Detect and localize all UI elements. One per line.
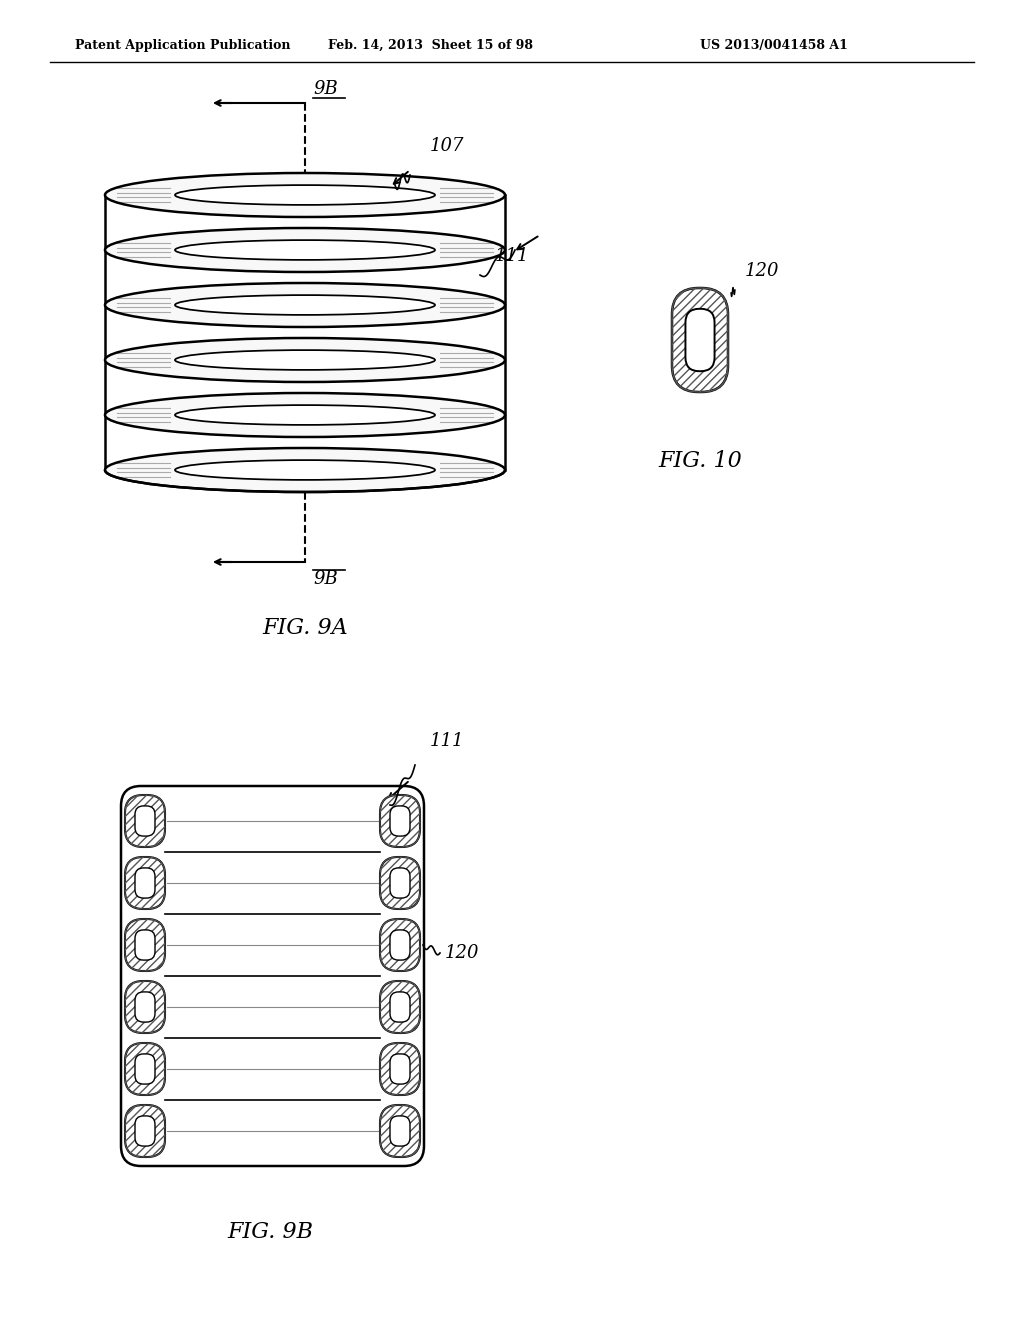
FancyBboxPatch shape xyxy=(121,785,424,1166)
FancyBboxPatch shape xyxy=(125,919,165,972)
Text: 107: 107 xyxy=(430,137,465,154)
FancyBboxPatch shape xyxy=(135,807,155,836)
FancyBboxPatch shape xyxy=(125,857,165,909)
FancyBboxPatch shape xyxy=(380,795,420,847)
Ellipse shape xyxy=(175,185,435,205)
FancyBboxPatch shape xyxy=(380,981,420,1034)
Text: FIG. 10: FIG. 10 xyxy=(658,450,741,473)
Text: FIG. 9A: FIG. 9A xyxy=(262,616,348,639)
FancyBboxPatch shape xyxy=(390,807,410,836)
Ellipse shape xyxy=(105,338,505,381)
Ellipse shape xyxy=(175,296,435,315)
Text: 120: 120 xyxy=(745,261,779,280)
Text: US 2013/0041458 A1: US 2013/0041458 A1 xyxy=(700,38,848,51)
Text: 9B: 9B xyxy=(313,81,338,98)
FancyBboxPatch shape xyxy=(125,795,165,847)
FancyBboxPatch shape xyxy=(135,991,155,1022)
FancyBboxPatch shape xyxy=(125,1043,165,1096)
Ellipse shape xyxy=(105,173,505,216)
FancyBboxPatch shape xyxy=(685,309,715,371)
FancyBboxPatch shape xyxy=(135,1115,155,1146)
Text: 111: 111 xyxy=(430,733,465,750)
FancyBboxPatch shape xyxy=(380,1105,420,1158)
Ellipse shape xyxy=(175,461,435,480)
Text: 120: 120 xyxy=(445,944,479,962)
Ellipse shape xyxy=(175,240,435,260)
Ellipse shape xyxy=(175,405,435,425)
FancyBboxPatch shape xyxy=(135,1053,155,1084)
Ellipse shape xyxy=(105,447,505,492)
FancyBboxPatch shape xyxy=(380,857,420,909)
Ellipse shape xyxy=(175,350,435,370)
FancyBboxPatch shape xyxy=(390,929,410,960)
FancyBboxPatch shape xyxy=(135,869,155,898)
FancyBboxPatch shape xyxy=(672,288,728,392)
FancyBboxPatch shape xyxy=(380,1043,420,1096)
Text: 9B: 9B xyxy=(313,570,338,587)
Text: 111: 111 xyxy=(495,247,529,265)
FancyBboxPatch shape xyxy=(390,1115,410,1146)
Ellipse shape xyxy=(105,228,505,272)
Text: Patent Application Publication: Patent Application Publication xyxy=(75,38,291,51)
FancyBboxPatch shape xyxy=(390,869,410,898)
FancyBboxPatch shape xyxy=(390,991,410,1022)
FancyBboxPatch shape xyxy=(135,929,155,960)
FancyBboxPatch shape xyxy=(380,919,420,972)
Text: Feb. 14, 2013  Sheet 15 of 98: Feb. 14, 2013 Sheet 15 of 98 xyxy=(328,38,532,51)
Ellipse shape xyxy=(105,282,505,327)
FancyBboxPatch shape xyxy=(125,1105,165,1158)
Text: FIG. 9B: FIG. 9B xyxy=(227,1221,313,1243)
FancyBboxPatch shape xyxy=(390,1053,410,1084)
Ellipse shape xyxy=(105,393,505,437)
FancyBboxPatch shape xyxy=(125,981,165,1034)
